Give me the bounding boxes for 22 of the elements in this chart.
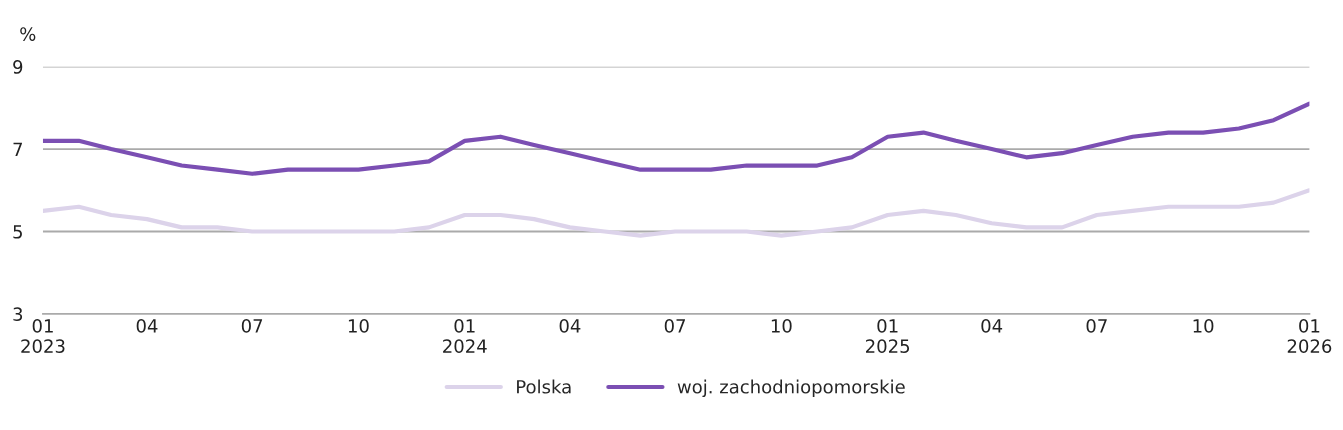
x-tick-label: 10 (1193, 319, 1214, 333)
x-tick-label: 07 (664, 319, 685, 333)
x-tick-label: 07 (1086, 319, 1107, 333)
x-tick-label: 10 (348, 319, 369, 333)
x-tick-label: 01 2024 (443, 319, 487, 353)
line-series (42, 101, 1310, 176)
x-tick-label: 04 (981, 319, 1003, 333)
x-tick-label: 04 (559, 319, 581, 333)
x-tick-label: 01 2023 (21, 319, 65, 353)
legend-label: Polska (517, 379, 571, 394)
legend-label: woj. zachodniopomorskie (677, 379, 905, 398)
x-tick-label: 01 2026 (1287, 319, 1332, 353)
x-tick-label: 10 (771, 319, 792, 333)
y-tick-label: 5 (13, 225, 22, 239)
x-tick-label: 07 (241, 319, 263, 333)
x-tick-label: 04 (136, 319, 158, 333)
y-tick-label: 7 (13, 142, 22, 156)
line-series (42, 188, 1310, 238)
y-axis-title: % (20, 27, 36, 41)
y-tick-label: 9 (13, 60, 23, 74)
x-tick-label: 01 2025 (866, 319, 910, 353)
y-tick-label: 3 (13, 307, 23, 322)
